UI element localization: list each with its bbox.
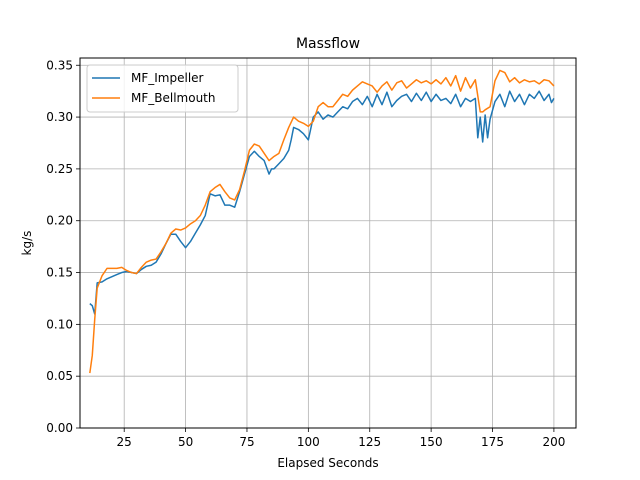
- x-axis-ticks: 25 50 75 100 125 150 175 200: [117, 428, 565, 449]
- y-tick-label: 0.30: [46, 110, 73, 124]
- y-tick-label: 0.10: [46, 317, 73, 331]
- y-tick-label: 0.35: [46, 58, 73, 72]
- y-tick-label: 0.15: [46, 266, 73, 280]
- x-tick-label: 50: [178, 435, 193, 449]
- y-tick-label: 0.00: [46, 421, 73, 435]
- x-tick-label: 25: [117, 435, 132, 449]
- chart-title: Massflow: [296, 36, 360, 52]
- legend-label-mf-bellmouth: MF_Bellmouth: [131, 91, 216, 105]
- x-tick-label: 100: [297, 435, 320, 449]
- y-axis-label: kg/s: [20, 231, 34, 256]
- series-line-mf-bellmouth: [89, 69, 555, 374]
- series-layer: [89, 69, 555, 374]
- x-tick-label: 175: [481, 435, 504, 449]
- legend: MF_Impeller MF_Bellmouth: [86, 64, 239, 113]
- x-tick-label: 75: [239, 435, 254, 449]
- y-tick-label: 0.25: [46, 162, 73, 176]
- y-axis-ticks: 0.00 0.05 0.10 0.15 0.20 0.25 0.30 0.35: [46, 58, 80, 435]
- plot-area-frame: [79, 57, 577, 429]
- legend-box: [86, 64, 239, 113]
- x-tick-label: 150: [420, 435, 443, 449]
- y-tick-label: 0.20: [46, 214, 73, 228]
- x-axis-label: Elapsed Seconds: [277, 456, 378, 470]
- y-tick-label: 0.05: [46, 369, 73, 383]
- x-tick-label: 125: [358, 435, 381, 449]
- x-tick-label: 200: [542, 435, 565, 449]
- legend-label-mf-impeller: MF_Impeller: [131, 71, 204, 85]
